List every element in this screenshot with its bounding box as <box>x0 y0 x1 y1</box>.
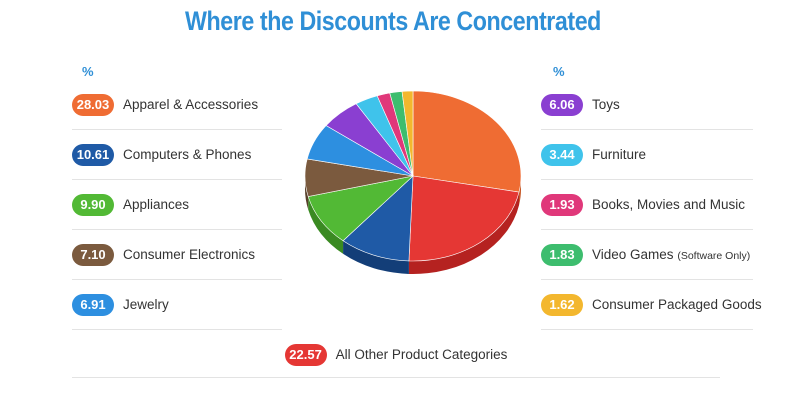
value-badge: 22.57 <box>284 343 327 366</box>
legend-label: Computers & Phones <box>123 147 252 162</box>
legend-label: Consumer Electronics <box>123 247 256 262</box>
legend-label: Books, Movies and Music <box>592 197 746 212</box>
legend-label: Furniture <box>592 147 647 162</box>
legend-item-books: 1.93 Books, Movies and Music <box>541 180 753 230</box>
legend-item-consumer-electronics: 7.10 Consumer Electronics <box>72 230 282 280</box>
legend-label-note: (Software Only) <box>677 250 751 262</box>
pie-slice-side <box>343 240 409 274</box>
pie-top <box>304 90 522 262</box>
legend-label: Appliances <box>123 197 190 212</box>
legend-label: Consumer Packaged Goods <box>592 297 762 312</box>
legend-item-video-games: 1.83 Video Games (Software Only) <box>541 230 753 280</box>
value-badge: 3.44 <box>541 143 583 166</box>
legend-label: Video Games (Software Only) <box>592 247 750 262</box>
legend-item-cpg: 1.62 Consumer Packaged Goods <box>541 280 762 330</box>
legend-label: Apparel & Accessories <box>123 97 259 112</box>
pie-sides <box>305 176 521 274</box>
value-badge: 1.83 <box>541 243 583 266</box>
value-badge: 28.03 <box>72 93 114 116</box>
value-badge: 6.91 <box>72 293 114 316</box>
legend-item-appliances: 9.90 Appliances <box>72 180 282 230</box>
legend-item-jewelry: 6.91 Jewelry <box>72 280 282 330</box>
pie-slice-computers-phones <box>342 175 414 262</box>
value-badge: 1.62 <box>541 293 583 316</box>
pie-slice-apparel-accessories <box>412 90 522 193</box>
legend-item-all-other: 22.57 All Other Product Categories <box>72 332 720 378</box>
legend-label: Jewelry <box>123 297 169 312</box>
legend-left: 28.03 Apparel & Accessories 10.61 Comput… <box>72 80 282 330</box>
pie-chart <box>304 90 522 274</box>
legend-right: 6.06 Toys 3.44 Furniture 1.93 Books, Mov… <box>541 80 762 330</box>
legend-item-furniture: 3.44 Furniture <box>541 130 753 180</box>
value-badge: 9.90 <box>72 193 114 216</box>
value-badge: 1.93 <box>541 193 583 216</box>
pie-slice-all-other-product-categories <box>408 175 520 262</box>
percent-header-right: % <box>553 64 565 79</box>
legend-label-text: Video Games <box>592 247 674 262</box>
legend-item-apparel: 28.03 Apparel & Accessories <box>72 80 282 130</box>
pie-slice-side <box>519 176 521 206</box>
legend-label: All Other Product Categories <box>335 347 508 362</box>
legend-item-toys: 6.06 Toys <box>541 80 753 130</box>
legend-label: Toys <box>592 97 620 112</box>
value-badge: 10.61 <box>72 143 114 166</box>
pie-slice-side <box>305 176 309 210</box>
value-badge: 7.10 <box>72 243 114 266</box>
chart-title: Where the Discounts Are Concentrated <box>185 6 601 36</box>
percent-header-left: % <box>82 64 94 79</box>
pie-slice-consumer-packaged-goods <box>401 90 414 177</box>
pie-slice-side <box>308 196 344 254</box>
legend-item-computers: 10.61 Computers & Phones <box>72 130 282 180</box>
pie-slice-side <box>408 192 520 274</box>
value-badge: 6.06 <box>541 93 583 116</box>
